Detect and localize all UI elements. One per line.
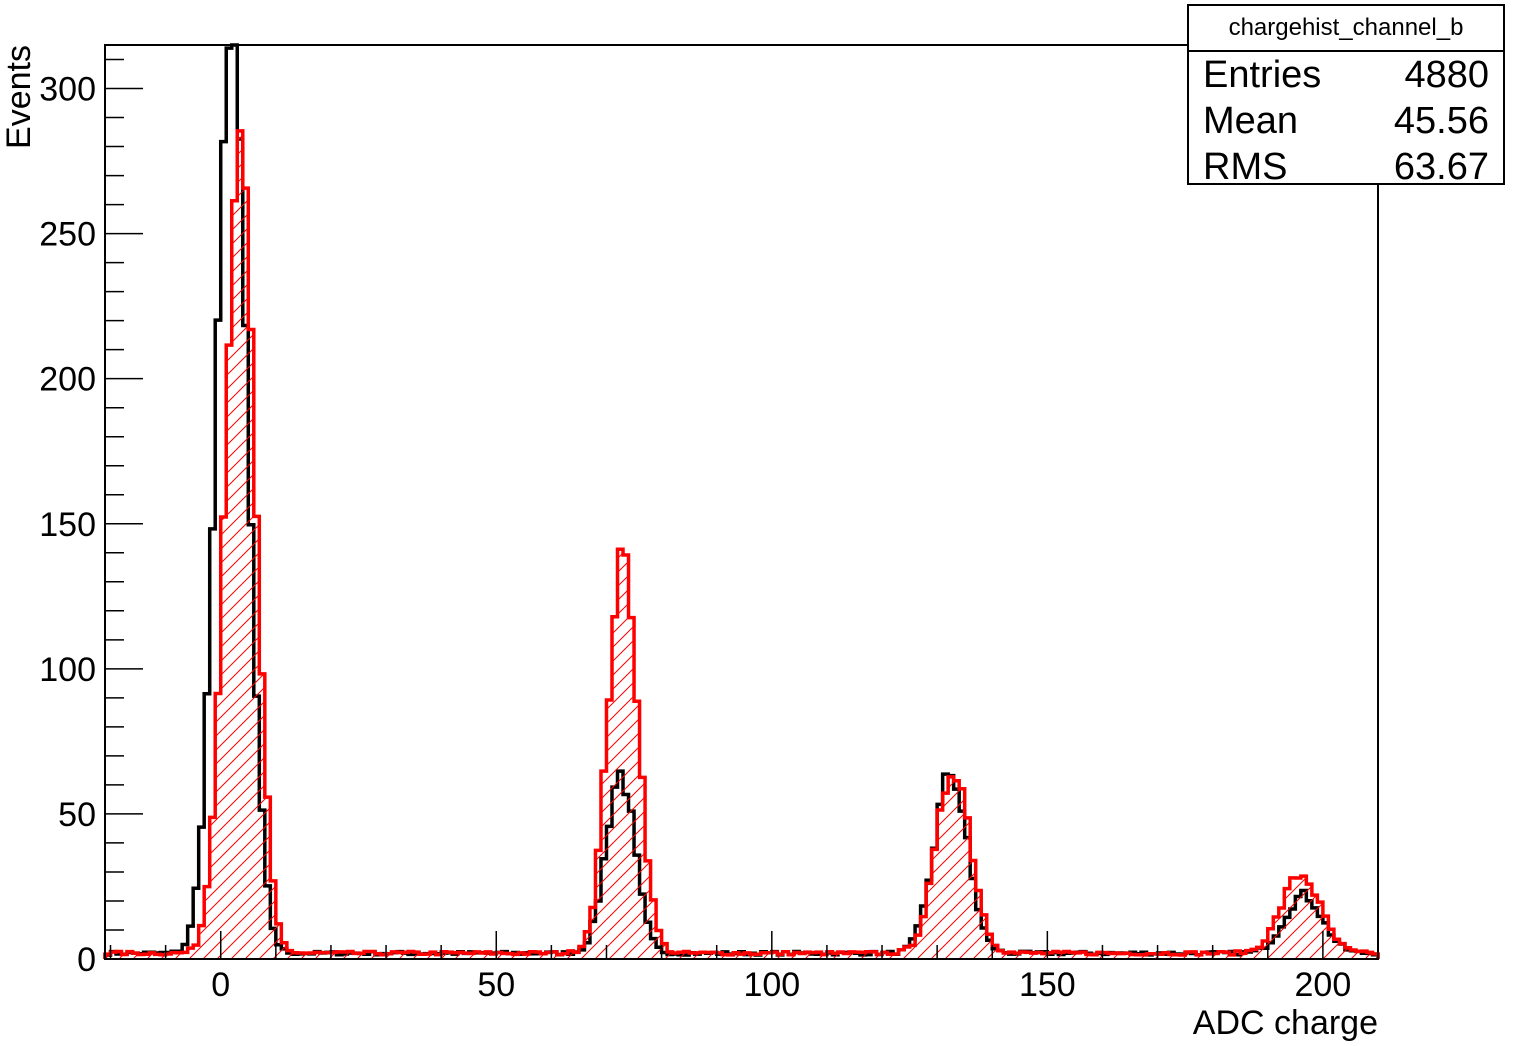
y-tick-label: 0 [77, 941, 96, 979]
y-tick-label: 200 [39, 361, 96, 399]
stats-value: 63.67 [1393, 146, 1489, 188]
y-tick-label: 300 [39, 71, 96, 109]
y-tick-label: 250 [39, 216, 96, 254]
stats-row-mean: Mean 45.56 [1189, 98, 1503, 144]
stats-value: 45.56 [1393, 100, 1489, 142]
stats-row-entries: Entries 4880 [1189, 52, 1503, 98]
stats-box: chargehist_channel_b Entries 4880 Mean 4… [1187, 4, 1505, 188]
stats-label: Entries [1203, 54, 1322, 96]
stats-row-rms: RMS 63.67 [1189, 144, 1503, 190]
y-tick-label: 50 [58, 796, 96, 834]
y-axis-label: Events [0, 45, 38, 149]
x-tick-label: 50 [477, 966, 515, 1004]
plot-frame [104, 44, 1379, 960]
x-axis-label: ADC charge [1193, 1004, 1378, 1042]
x-tick-label: 0 [211, 966, 230, 1004]
x-tick-label: 150 [1019, 966, 1076, 1004]
stats-label: RMS [1203, 146, 1288, 188]
x-tick-label: 100 [743, 966, 800, 1004]
y-tick-label: 100 [39, 651, 96, 689]
histogram-series-1 [103, 129, 1380, 959]
stats-label: Mean [1203, 100, 1299, 142]
stats-title: chargehist_channel_b [1189, 6, 1503, 52]
y-tick-label: 150 [39, 506, 96, 544]
x-tick-label: 200 [1295, 966, 1352, 1004]
stats-value: 4880 [1404, 54, 1489, 96]
